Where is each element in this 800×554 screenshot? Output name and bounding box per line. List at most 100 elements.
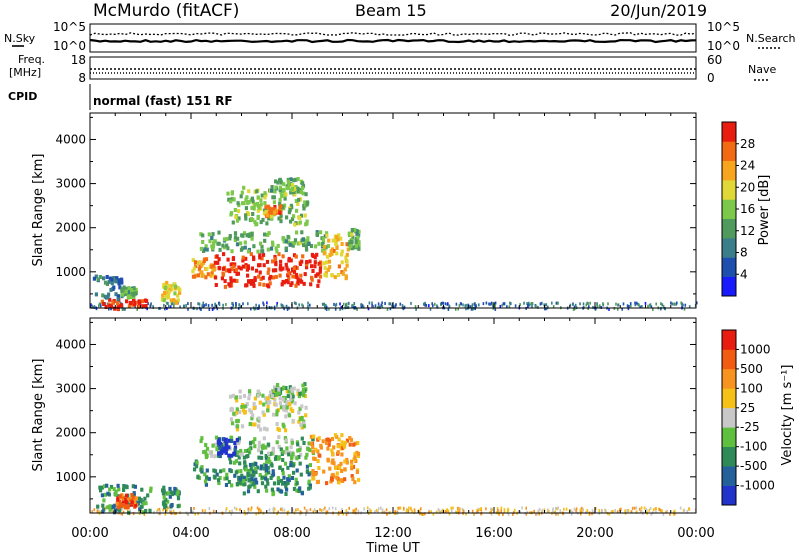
heatmap-cell (259, 198, 263, 203)
heatmap-cell (331, 238, 335, 243)
heatmap-cell (111, 300, 115, 305)
heatmap-cell (394, 304, 397, 308)
heatmap-cell (500, 509, 502, 513)
heatmap-cell (144, 304, 148, 308)
noise-sky-label: N.Sky (4, 32, 36, 45)
heatmap-cell (273, 392, 277, 397)
heatmap-cell (264, 396, 268, 401)
heatmap-cell (258, 255, 262, 260)
heatmap-cell (247, 447, 251, 452)
heatmap-cell (170, 287, 174, 292)
heatmap-cell (344, 255, 348, 260)
heatmap-cell (295, 440, 299, 445)
heatmap-cell (236, 271, 240, 276)
heatmap-cell (255, 465, 259, 470)
heatmap-cell (290, 456, 294, 461)
heatmap-cell (324, 273, 329, 278)
heatmap-cell (173, 512, 176, 516)
heatmap-cell (250, 477, 254, 482)
heatmap-cell (171, 302, 174, 306)
heatmap-cell (254, 222, 258, 227)
heatmap-cell (357, 229, 361, 234)
heatmap-cell (121, 507, 123, 510)
heatmap-cell (303, 506, 306, 510)
heatmap-cell (227, 445, 231, 450)
heatmap-cell (101, 509, 105, 514)
heatmap-cell (229, 417, 233, 422)
heatmap-cell (133, 291, 137, 296)
heatmap-cell (257, 274, 261, 279)
heatmap-cell (321, 239, 326, 244)
heatmap-cell (127, 304, 131, 309)
heatmap-cell (260, 455, 264, 460)
heatmap-cell (383, 510, 385, 514)
heatmap-cell (129, 294, 134, 299)
heatmap-cell (462, 509, 465, 513)
heatmap-cell (234, 215, 238, 220)
heatmap-cell (287, 186, 291, 191)
heatmap-cell (263, 465, 267, 470)
heatmap-cell (343, 267, 347, 272)
heatmap-cell (508, 305, 511, 309)
heatmap-cell (225, 243, 229, 248)
heatmap-cell (140, 299, 145, 304)
heatmap-cell (332, 445, 336, 450)
heatmap-cell (322, 251, 326, 256)
heatmap-cell (345, 252, 349, 257)
heatmap-cell (631, 506, 634, 510)
heatmap-cell (322, 469, 326, 474)
heatmap-cell (216, 307, 219, 311)
heatmap-cell (111, 509, 114, 513)
heatmap-cell (278, 465, 282, 470)
heatmap-cell (352, 442, 356, 447)
heatmap-cell (275, 422, 279, 426)
heatmap-cell (223, 279, 227, 284)
heatmap-cell (422, 512, 425, 516)
heatmap-cell (491, 302, 494, 306)
heatmap-cell (232, 264, 236, 269)
heatmap-cell (503, 509, 506, 513)
heatmap-cell (633, 506, 636, 510)
heatmap-cell (108, 304, 112, 308)
heatmap-cell (397, 506, 399, 510)
heatmap-cell (133, 503, 138, 508)
heatmap-cell (211, 245, 215, 250)
heatmap-cell (478, 303, 480, 307)
noise-search-label: N.Search (746, 32, 796, 45)
heatmap-cell (98, 304, 100, 308)
heatmap-cell (285, 400, 289, 404)
heatmap-cell (134, 305, 136, 309)
heatmap-cell (298, 262, 303, 266)
heatmap-cell (99, 302, 102, 306)
heatmap-cell (246, 273, 250, 278)
heatmap-cell (204, 449, 208, 454)
heatmap-cell (296, 442, 300, 447)
heatmap-cell (162, 298, 166, 303)
heatmap-cell (538, 507, 541, 511)
heatmap-cell (318, 453, 322, 458)
heatmap-cell (156, 510, 158, 513)
heatmap-cell (536, 512, 538, 516)
heatmap-cell (239, 452, 243, 457)
heatmap-cell (330, 437, 335, 441)
heatmap-cell (229, 435, 233, 440)
heatmap-cell (322, 261, 326, 266)
heatmap-cell (644, 301, 647, 305)
heatmap-cell (332, 461, 336, 466)
heatmap-cell (325, 233, 329, 238)
heatmap-cell (122, 488, 126, 492)
heatmap-cell (124, 493, 129, 498)
heatmap-cell (556, 512, 559, 516)
heatmap-cell (287, 389, 291, 394)
heatmap-cell (297, 410, 301, 415)
heatmap-cell (92, 276, 96, 281)
heatmap-cell (259, 276, 263, 281)
heatmap-cell (320, 508, 323, 512)
heatmap-cell (271, 491, 276, 496)
heatmap-cell (132, 291, 136, 296)
heatmap-cell (673, 512, 676, 516)
heatmap-cell (554, 510, 557, 514)
heatmap-cell (274, 507, 276, 511)
heatmap-cell (266, 204, 270, 209)
